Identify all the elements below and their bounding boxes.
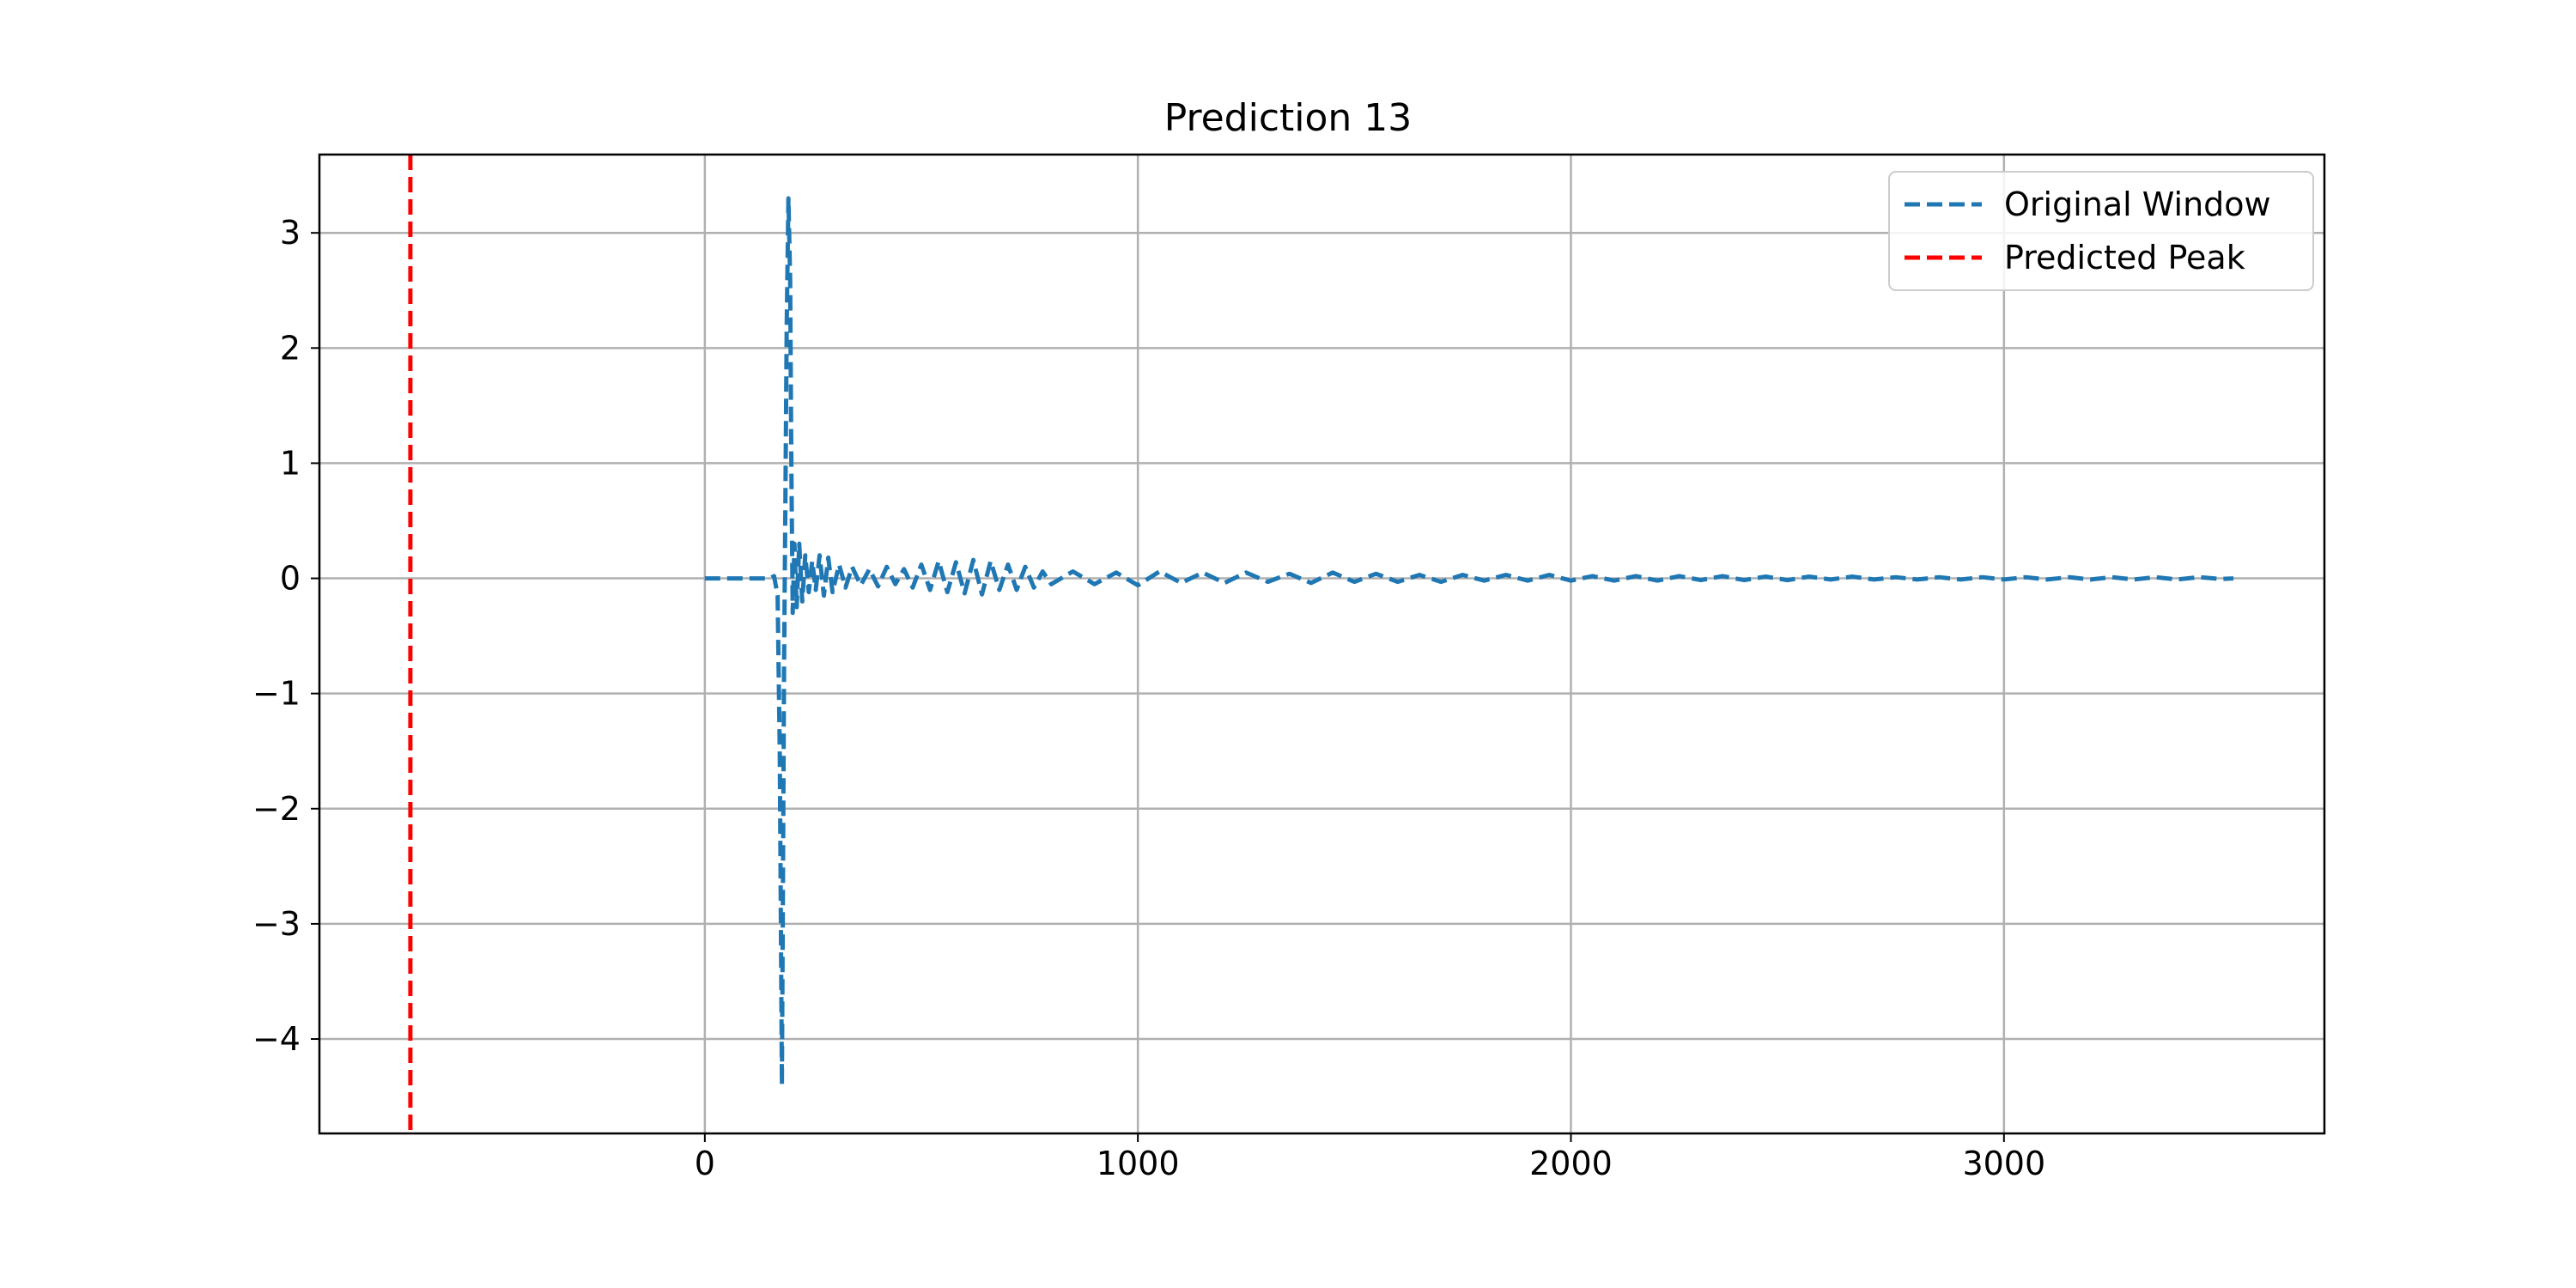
original-window-line xyxy=(704,196,2234,1088)
y-axis: 3 2 1 0 −1 −2 −3 −4 xyxy=(252,214,319,1058)
legend-label: Predicted Peak xyxy=(2004,239,2245,276)
y-tick-label: −4 xyxy=(252,1020,301,1058)
x-tick-label: 2000 xyxy=(1529,1145,1613,1182)
y-tick-label: −1 xyxy=(252,675,301,713)
y-tick-label: 3 xyxy=(280,214,301,252)
y-tick-label: 0 xyxy=(280,560,301,598)
legend-label: Original Window xyxy=(2004,185,2271,223)
legend: Original Window Predicted Peak xyxy=(1888,171,2314,291)
series-layer xyxy=(408,155,2234,1133)
y-tick-label: 1 xyxy=(280,444,301,482)
x-tick-label: 1000 xyxy=(1097,1145,1180,1182)
y-tick-label: −2 xyxy=(252,790,301,828)
x-axis: 0 1000 2000 3000 xyxy=(695,1133,2045,1182)
grid-lines xyxy=(319,155,2324,1133)
y-tick-label: 2 xyxy=(280,329,301,367)
legend-box xyxy=(1888,171,2314,291)
y-tick-label: −3 xyxy=(252,905,301,943)
plot-frame xyxy=(318,153,2326,1135)
x-tick-label: 0 xyxy=(695,1145,715,1182)
x-tick-label: 3000 xyxy=(1962,1145,2045,1182)
chart-title: Prediction 13 xyxy=(1164,96,1413,140)
